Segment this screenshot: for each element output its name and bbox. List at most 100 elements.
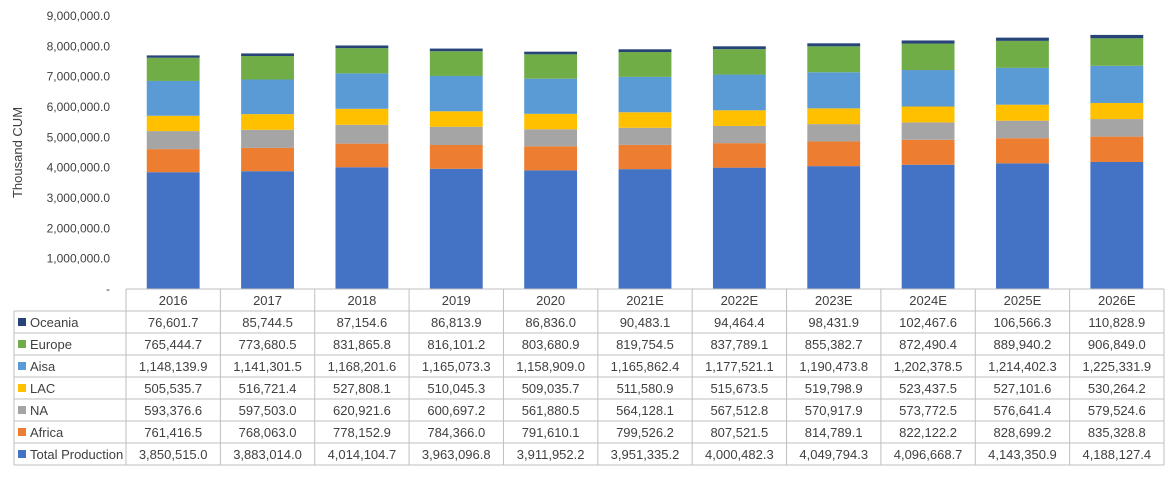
legend-key: [18, 384, 26, 392]
data-table-cell: 1,190,473.8: [799, 359, 868, 374]
data-table-cell: 1,148,139.9: [139, 359, 208, 374]
y-tick-label: 2,000,000.0: [47, 221, 111, 235]
bar-segment: [807, 108, 861, 125]
data-table-cell: 573,772.5: [899, 403, 957, 418]
data-table-cell: 511,580.9: [617, 381, 674, 396]
data-table-cell: 1,214,402.3: [988, 359, 1057, 374]
data-table-cell: 597,503.0: [239, 403, 297, 418]
legend-series-name: NA: [30, 403, 48, 418]
bar-segment: [996, 120, 1049, 139]
bar-segment: [901, 43, 955, 71]
data-table-cell: 768,063.0: [239, 425, 297, 440]
bar-segment: [618, 112, 672, 128]
bar-segment: [1090, 34, 1144, 39]
bar-segment: [712, 125, 766, 144]
data-table-cell: 831,865.8: [333, 337, 391, 352]
legend-series-name: Aisa: [30, 359, 56, 374]
data-table-cell: 784,366.0: [427, 425, 485, 440]
legend-key: [18, 362, 26, 370]
bar-segment: [712, 49, 766, 75]
bar-segment: [618, 169, 672, 289]
bar-segment: [618, 52, 672, 77]
data-table-cell: 807,521.5: [710, 425, 768, 440]
data-table-cell: 791,610.1: [522, 425, 580, 440]
data-table-cell: 102,467.6: [899, 315, 957, 330]
data-table-cell: 530,264.2: [1088, 381, 1146, 396]
bar-segment: [241, 114, 294, 130]
bar-segment: [712, 74, 766, 111]
bar-segment: [901, 40, 955, 44]
bar-segment: [524, 113, 578, 130]
legend-series-name: Africa: [30, 425, 64, 440]
category-label: 2019: [442, 293, 471, 308]
bar-segment: [1090, 161, 1144, 289]
bar-segment: [524, 146, 578, 171]
bar-segment: [901, 122, 955, 140]
data-table-cell: 561,880.5: [522, 403, 580, 418]
data-table-cell: 3,951,335.2: [611, 447, 680, 462]
bar-segment: [335, 124, 389, 144]
data-table-cell: 3,850,515.0: [139, 447, 208, 462]
bar-segment: [1090, 102, 1144, 120]
data-table-cell: 3,911,952.2: [517, 447, 585, 462]
data-table-cell: 4,014,104.7: [328, 447, 397, 462]
bar-segment: [1090, 38, 1144, 66]
bar-segment: [901, 139, 955, 165]
legend-series-name: Europe: [30, 337, 72, 352]
legend-series-name: LAC: [30, 381, 55, 396]
data-table-cell: 1,225,331.9: [1082, 359, 1151, 374]
bar-segment: [712, 46, 766, 50]
category-label: 2017: [253, 293, 282, 308]
bar-segment: [996, 67, 1049, 105]
data-table-cell: 906,849.0: [1088, 337, 1146, 352]
data-table-cell: 1,165,073.3: [422, 359, 491, 374]
data-table-cell: 778,152.9: [333, 425, 391, 440]
data-table-cell: 837,789.1: [710, 337, 768, 352]
data-table-cell: 3,963,096.8: [422, 447, 491, 462]
data-table-cell: 620,921.6: [333, 403, 391, 418]
bar-segment: [335, 73, 389, 109]
bar-segment: [335, 143, 389, 168]
bar-segment: [712, 167, 766, 289]
bar-segment: [1090, 119, 1144, 137]
bar-segment: [524, 129, 578, 147]
bar-segment: [429, 126, 483, 145]
data-table-cell: 515,673.5: [710, 381, 768, 396]
legend-key: [18, 318, 26, 326]
y-tick-label: 8,000,000.0: [47, 39, 111, 53]
bar-segment: [618, 127, 672, 145]
data-table-cell: 1,158,909.0: [516, 359, 585, 374]
data-table-cell: 87,154.6: [337, 315, 388, 330]
data-table-cell: 799,526.2: [616, 425, 674, 440]
bar-segment: [996, 40, 1049, 68]
data-table-cell: 1,177,521.1: [705, 359, 774, 374]
bar-segment: [335, 167, 389, 289]
bar-segment: [618, 49, 672, 53]
data-table-cell: 4,188,127.4: [1082, 447, 1151, 462]
legend-key: [18, 406, 26, 414]
bar-segment: [524, 78, 578, 114]
category-label: 2026E: [1098, 293, 1136, 308]
data-table-cell: 570,917.9: [805, 403, 863, 418]
data-table-cell: 889,940.2: [994, 337, 1052, 352]
category-label: 2023E: [815, 293, 853, 308]
bar-segment: [807, 166, 861, 289]
bar-segment: [146, 149, 200, 173]
data-table-cell: 516,721.4: [239, 381, 297, 396]
data-table-cell: 773,680.5: [239, 337, 297, 352]
data-table-cell: 593,376.6: [144, 403, 202, 418]
data-table-cell: 519,798.9: [805, 381, 863, 396]
data-table-cell: 814,789.1: [805, 425, 863, 440]
data-table-cell: 4,143,350.9: [988, 447, 1057, 462]
category-label: 2025E: [1004, 293, 1042, 308]
bar-segment: [241, 53, 294, 57]
bar-segment: [618, 144, 672, 170]
data-table-cell: 76,601.7: [148, 315, 199, 330]
data-table-cell: 527,808.1: [333, 381, 391, 396]
data-table-cell: 510,045.3: [427, 381, 485, 396]
bar-segment: [618, 76, 672, 113]
data-table-cell: 94,464.4: [714, 315, 765, 330]
y-tick-label: 3,000,000.0: [47, 191, 111, 205]
